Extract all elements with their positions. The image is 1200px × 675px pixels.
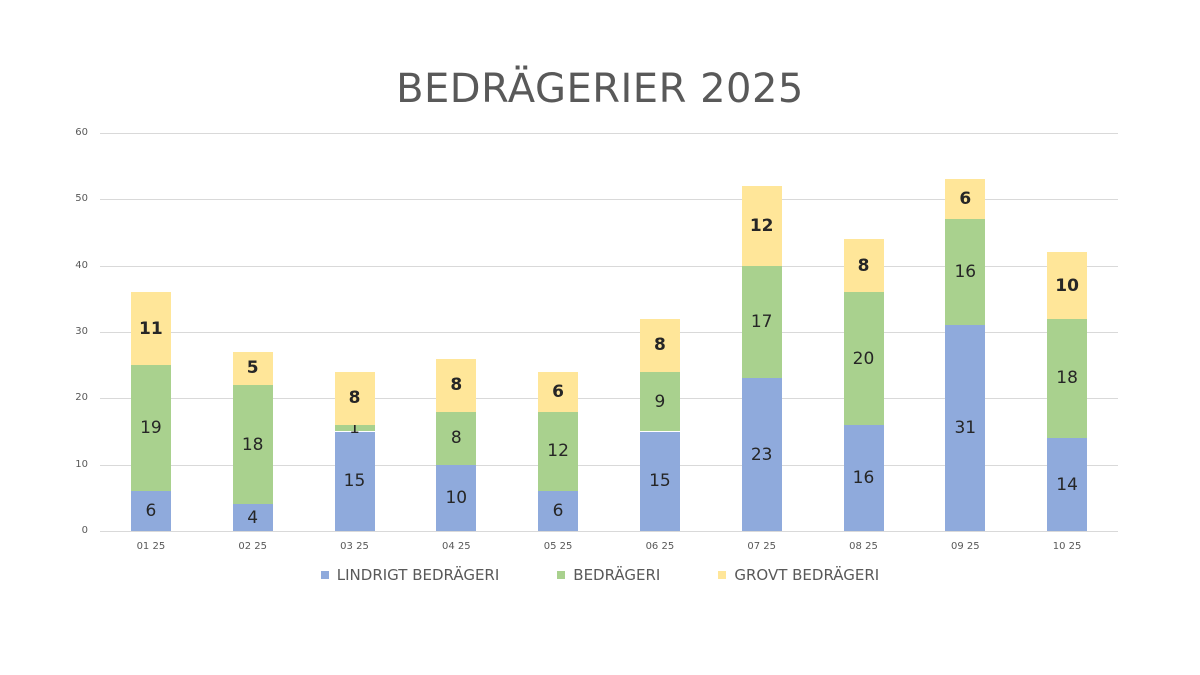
legend-label: LINDRIGT BEDRÄGERI [336, 566, 500, 584]
legend-item: GROVT BEDRÄGERI [718, 566, 879, 584]
bar-segment: 5 [232, 351, 273, 386]
gridline [100, 464, 1118, 466]
bar-segment: 17 [741, 265, 782, 379]
gridline [100, 133, 1118, 134]
chart-title: BEDRÄGERIER 2025 [396, 66, 804, 112]
bar-segment: 6 [538, 371, 579, 412]
y-axis-tick-label: 50 [75, 193, 88, 205]
gridline [100, 398, 1118, 400]
bar-segment: 8 [639, 318, 680, 372]
bar-segment: 6 [130, 491, 171, 531]
y-axis-tick-label: 0 [81, 525, 88, 536]
x-axis-tick-label: 06 25 [645, 541, 675, 552]
bar-segment: 12 [538, 411, 579, 492]
y-axis-tick-label: 10 [75, 458, 88, 470]
y-axis-tick-label: 30 [75, 326, 88, 337]
bar-segment: 8 [436, 411, 477, 465]
bar-segment: 6 [945, 179, 986, 220]
x-axis-tick-label: 09 25 [950, 541, 980, 552]
bar-segment: 16 [945, 219, 986, 326]
bar-segment: 18 [232, 385, 273, 505]
bar-segment: 20 [843, 292, 884, 425]
bar-segment: 10 [1047, 252, 1088, 319]
bar-segment: 23 [741, 378, 782, 531]
legend: LINDRIGT BEDRÄGERI BEDRÄGERI GROVT BEDRÄGE… [0, 566, 1200, 584]
bar-segment: 6 [538, 491, 579, 531]
bar-segment: 14 [1047, 438, 1088, 531]
x-axis-tick-label: 03 25 [340, 541, 369, 552]
bar-segment: 1 [334, 418, 375, 438]
bar-segment: 19 [130, 365, 171, 492]
bar-segment: 8 [334, 371, 375, 425]
x-axis-tick-label: 02 25 [238, 541, 267, 552]
x-axis-tick-label: 04 25 [441, 541, 471, 552]
bar-segment: 15 [639, 431, 680, 531]
y-axis-tick-label: 20 [75, 392, 88, 404]
legend-item: BEDRÄGERI [557, 566, 660, 584]
x-axis-tick-label: 08 25 [849, 541, 878, 552]
legend-swatch-icon [557, 571, 566, 579]
legend-label: GROVT BEDRÄGERI [734, 566, 880, 584]
y-axis-tick-label: 40 [75, 259, 88, 271]
bar-segment: 18 [1047, 318, 1088, 439]
legend-label: BEDRÄGERI [573, 566, 661, 584]
bar-segment: 11 [130, 292, 171, 366]
bar-segment: 15 [334, 431, 375, 531]
bar-segment: 12 [741, 186, 782, 266]
bar-segment: 9 [639, 371, 680, 432]
y-axis-tick-label: 60 [75, 127, 88, 138]
legend-swatch-icon [320, 571, 329, 579]
legend-item: LINDRIGT BEDRÄGERI [320, 566, 500, 584]
gridline [100, 265, 1118, 267]
bar-segment: 4 [232, 504, 273, 531]
gridline [100, 199, 1118, 201]
x-axis-tick-label: 05 25 [543, 541, 573, 552]
gridline [100, 332, 1118, 333]
gridline [100, 531, 1118, 532]
x-axis-tick-label: 10 25 [1052, 541, 1082, 552]
bar-segment: 8 [843, 239, 884, 293]
bar-segment: 31 [945, 325, 986, 531]
bar-segment: 10 [436, 464, 477, 531]
bar-segment: 8 [436, 358, 477, 412]
x-axis-tick-label: 07 25 [747, 541, 776, 552]
legend-swatch-icon [718, 571, 727, 579]
bar-segment: 16 [843, 424, 884, 531]
x-axis-tick-label: 01 25 [136, 541, 166, 552]
